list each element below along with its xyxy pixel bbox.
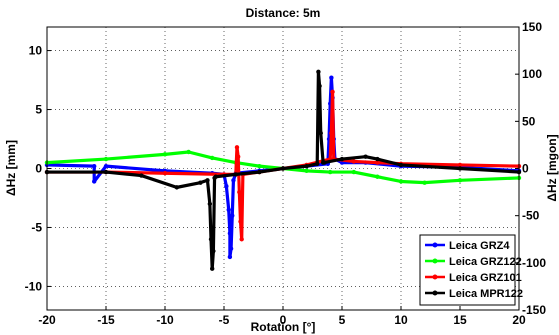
x-tick-label: -5 (219, 313, 230, 327)
tick-labels: -20 -15 -10 -5 0 5 10 15 20-10-50510-150-100-500… (25, 20, 547, 327)
chart-title: Distance: 5m (246, 6, 321, 20)
x-tick-label: 0 (280, 313, 287, 327)
y-right-tick-label: 0 (522, 162, 529, 176)
legend-label: Leica GRZ122 (449, 256, 522, 268)
data-point (162, 171, 168, 176)
data-point (457, 166, 463, 171)
legend-label: Leica GRZ101 (449, 272, 522, 284)
x-tick-label: 10 (394, 313, 408, 327)
legend-label: Leica GRZ4 (449, 240, 510, 252)
data-point (457, 162, 463, 168)
data-point (238, 219, 243, 224)
legend-marker (432, 290, 438, 296)
data-point (207, 201, 213, 207)
y-right-tick-label: 150 (522, 20, 542, 34)
data-point (205, 178, 210, 183)
plot-area (44, 69, 522, 271)
data-point (198, 180, 203, 185)
data-point (375, 156, 380, 162)
data-point (210, 155, 215, 161)
data-point (422, 180, 427, 185)
data-point (231, 178, 236, 183)
x-axis-label: Rotation [°] (251, 320, 316, 334)
data-point (280, 166, 286, 171)
data-point (328, 169, 333, 175)
data-point (92, 179, 97, 184)
data-point (239, 237, 244, 242)
data-point (213, 174, 218, 179)
data-point (103, 169, 109, 175)
legend-marker (432, 242, 438, 248)
data-point (235, 154, 241, 159)
y-right-tick-label: -150 (522, 303, 546, 317)
data-point (162, 152, 168, 157)
data-point (208, 237, 214, 242)
data-point (257, 163, 262, 169)
data-point (304, 163, 309, 169)
plot-frame (46, 26, 520, 311)
series-line (46, 150, 520, 185)
data-point (186, 149, 191, 155)
data-point (398, 162, 404, 168)
y-right-tick-label: 100 (522, 67, 542, 81)
data-point (92, 163, 97, 169)
legend-marker (432, 258, 438, 264)
data-point (330, 89, 335, 95)
x-tick-label: 15 (453, 313, 467, 327)
data-point (457, 178, 463, 183)
legend: Leica GRZ4 Leica GRZ122 Leica GRZ101 Leica … (419, 234, 523, 306)
data-point (316, 69, 321, 75)
x-tick-label: 20 (512, 313, 526, 327)
data-point (211, 248, 216, 254)
series-3 (44, 69, 522, 271)
x-tick-label: 5 (339, 313, 346, 327)
data-point (103, 156, 109, 162)
series-line (47, 70, 520, 271)
data-point (363, 154, 368, 159)
data-point (339, 156, 345, 162)
data-point (227, 254, 233, 260)
data-point (329, 130, 334, 136)
data-point (227, 231, 233, 236)
data-point (304, 168, 309, 174)
y-axis-label: ΔHz [mm] (4, 140, 18, 196)
y-tick-label: 10 (29, 44, 43, 58)
data-point (351, 169, 356, 175)
data-point (257, 169, 262, 175)
x-tick-label: -10 (156, 313, 174, 327)
data-point (226, 207, 231, 212)
data-point (237, 189, 242, 195)
x-tick-label: -20 (38, 313, 56, 327)
data-point (210, 266, 215, 271)
data-point (315, 161, 320, 166)
y-right-tick-label: -50 (522, 209, 540, 223)
data-point (224, 183, 229, 189)
y-tick-label: 0 (35, 162, 42, 176)
data-point (322, 160, 327, 165)
data-point (234, 145, 240, 150)
data-point (233, 172, 238, 177)
x-tick-label: -15 (97, 313, 115, 327)
data-point (174, 185, 179, 190)
y-tick-label: -5 (31, 220, 42, 234)
data-point (398, 179, 404, 184)
legend-marker (432, 274, 438, 280)
data-point (103, 163, 109, 169)
data-point (329, 75, 334, 80)
y-right-tick-label: -100 (522, 256, 546, 270)
y-tick-label: 5 (35, 103, 42, 117)
data-point (317, 83, 322, 89)
y-tick-label: -10 (25, 279, 43, 293)
data-point (351, 159, 356, 164)
data-point (228, 246, 234, 251)
y-right-tick-label: 50 (522, 114, 536, 128)
data-point (375, 160, 380, 165)
data-point (139, 173, 144, 178)
data-point (318, 130, 323, 136)
legend-label: Leica MPR122 (449, 288, 523, 300)
y-axis-label-right: ΔHz [mgon] (545, 134, 559, 201)
data-point (375, 174, 380, 179)
data-point (230, 213, 235, 218)
